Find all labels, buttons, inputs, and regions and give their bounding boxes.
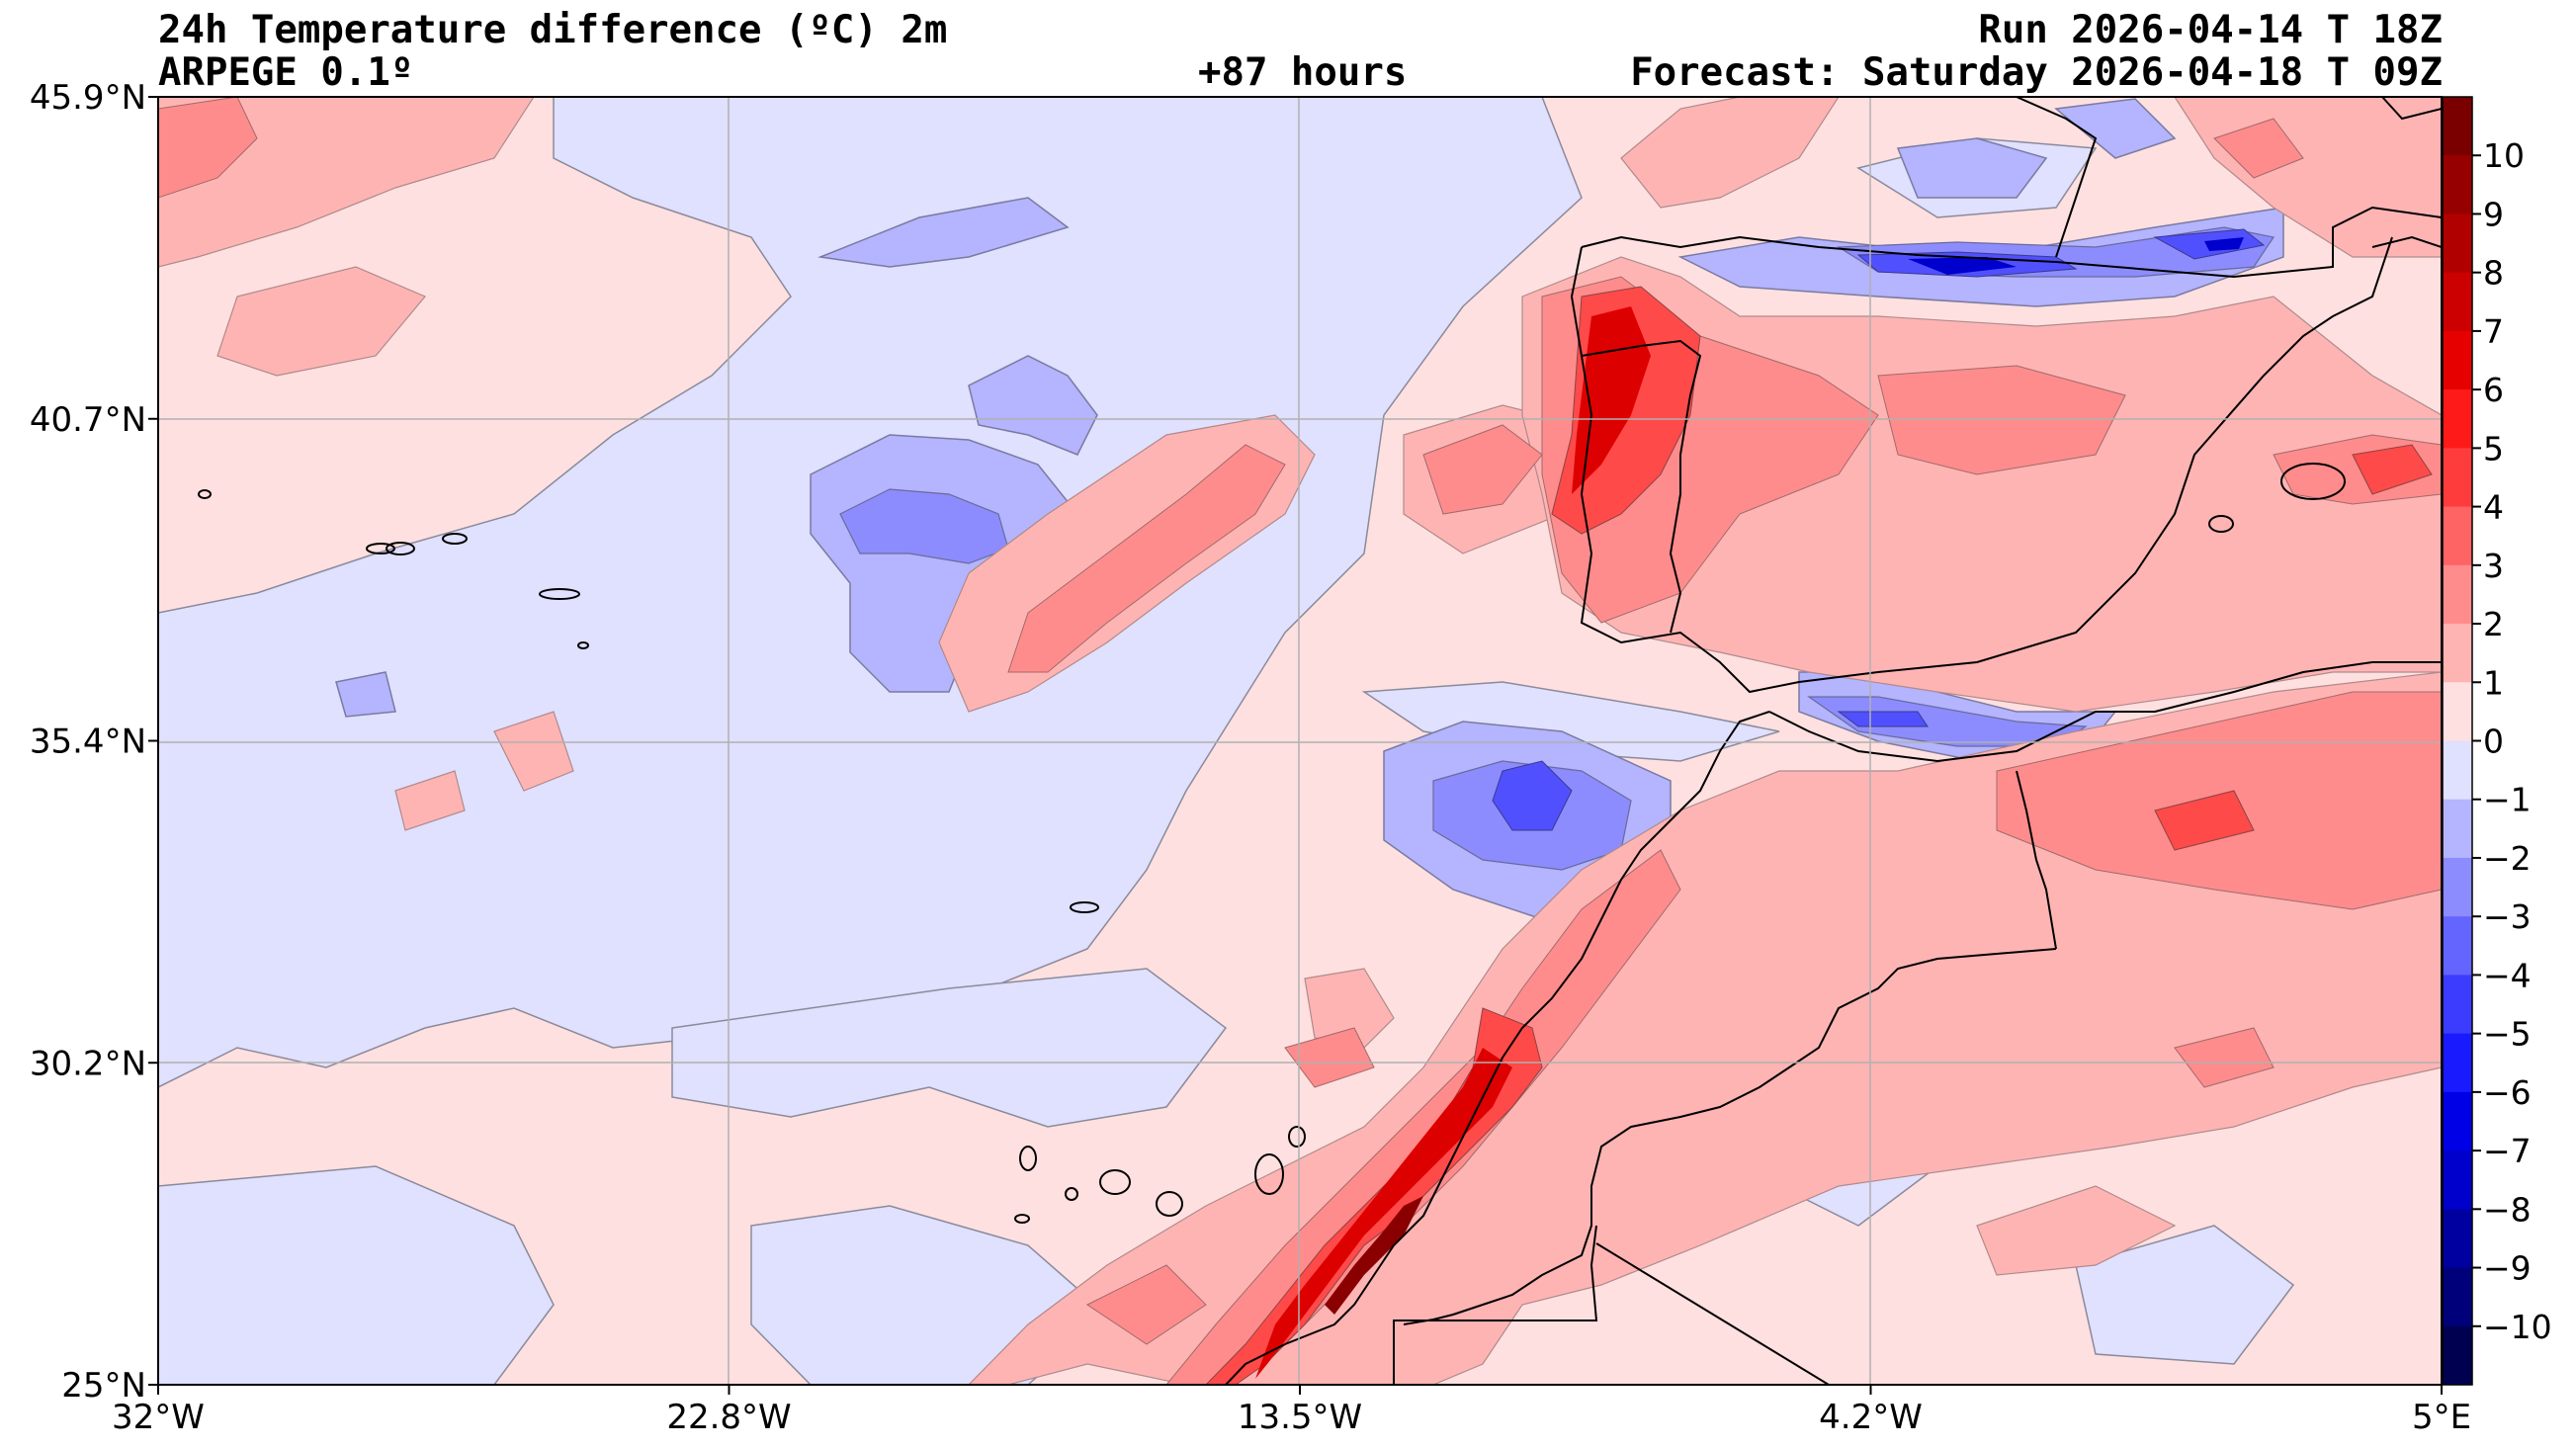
x-tick-label: 5°E	[2412, 1398, 2471, 1437]
y-tick-label: 30.2°N	[30, 1044, 146, 1083]
y-axis: 45.9°N 40.7°N 35.4°N 30.2°N 25°N	[30, 78, 158, 1405]
model-label: ARPEGE 0.1º	[158, 50, 414, 95]
x-tick-label: 32°W	[112, 1398, 205, 1437]
colorbar-tick-label: −1	[2483, 781, 2532, 819]
x-tick-label: 22.8°W	[666, 1398, 791, 1437]
colorbar-band	[2443, 857, 2472, 917]
colorbar-tick-label: −3	[2483, 897, 2532, 936]
colorbar-tick-label: 5	[2483, 429, 2504, 468]
x-axis: 32°W 22.8°W 13.5°W 4.2°W 5°E	[112, 1385, 2471, 1437]
colorbar-tick-label: 4	[2483, 488, 2504, 527]
y-tick-label: 35.4°N	[30, 723, 146, 762]
x-tick-label: 13.5°W	[1238, 1398, 1362, 1437]
y-tick-label: 40.7°N	[30, 400, 146, 440]
colorbar-tick-label: 10	[2483, 136, 2525, 175]
colorbar-band	[2443, 448, 2472, 508]
colorbar-band	[2443, 155, 2472, 214]
colorbar-band	[2443, 975, 2472, 1035]
colorbar-tick-label: −7	[2483, 1132, 2532, 1170]
colorbar-band	[2443, 564, 2472, 625]
colorbar-band	[2443, 799, 2472, 859]
colorbar-tick-label: 9	[2483, 195, 2504, 233]
colorbar-tick-label: 2	[2483, 605, 2504, 643]
borders	[1393, 235, 2442, 1385]
colorbar-tick-label: −10	[2483, 1308, 2552, 1346]
gridlines	[158, 97, 2442, 1385]
lead-time-label: +87 hours	[1198, 50, 1408, 95]
forecast-label: Forecast: Saturday 2026-04-18 T 09Z	[1630, 50, 2443, 95]
colorbar-band	[2443, 272, 2472, 332]
colorbar-band	[2443, 1150, 2472, 1210]
field-layer	[158, 97, 2442, 1385]
very-strong-cooling-areas	[1908, 237, 2244, 275]
colorbar-band	[2443, 740, 2472, 801]
colorbar-tick-label: −4	[2483, 956, 2532, 994]
moderate-warming-areas	[158, 97, 2442, 1385]
colorbar-band	[2443, 1033, 2472, 1093]
map-title: 24h Temperature difference (ºC) 2m	[158, 8, 948, 52]
extreme-warming-areas	[1325, 1196, 1423, 1315]
y-tick-label: 45.9°N	[30, 78, 146, 118]
colorbar-band	[2443, 389, 2472, 449]
colorbar-tick-label: −5	[2483, 1015, 2532, 1054]
run-label: Run 2026-04-14 T 18Z	[1978, 8, 2443, 52]
colorbar-tick-label: −9	[2483, 1249, 2532, 1288]
colorbar-tick-label: −6	[2483, 1073, 2532, 1112]
colorbar-band	[2443, 97, 2472, 156]
colorbar-tick-label: −8	[2483, 1190, 2532, 1229]
colorbar-band	[2443, 682, 2472, 741]
colorbar-tick-label: 6	[2483, 371, 2504, 409]
colorbar-band	[2443, 330, 2472, 390]
islands	[198, 463, 2346, 1224]
colorbar-band	[2443, 1209, 2472, 1269]
colorbar-band	[2443, 624, 2472, 683]
colorbar-band	[2443, 1091, 2472, 1151]
colorbar-tick-label: 0	[2483, 723, 2504, 761]
colorbar-band	[2443, 213, 2472, 274]
colorbar-tick-label: 8	[2483, 254, 2504, 293]
x-tick-label: 4.2°W	[1819, 1398, 1923, 1437]
colorbar-tick-label: 1	[2483, 663, 2504, 702]
colorbar-band	[2443, 1267, 2472, 1327]
y-tick-label: 25°N	[61, 1366, 146, 1405]
coastlines	[1225, 97, 2442, 1385]
colorbar-band	[2443, 506, 2472, 566]
colorbar-band	[2443, 1325, 2472, 1386]
colorbar-band	[2443, 916, 2472, 976]
colorbar-tick-label: 7	[2483, 312, 2504, 351]
colorbar-tick-label: −2	[2483, 839, 2532, 878]
colorbar-tick-label: 3	[2483, 547, 2504, 585]
